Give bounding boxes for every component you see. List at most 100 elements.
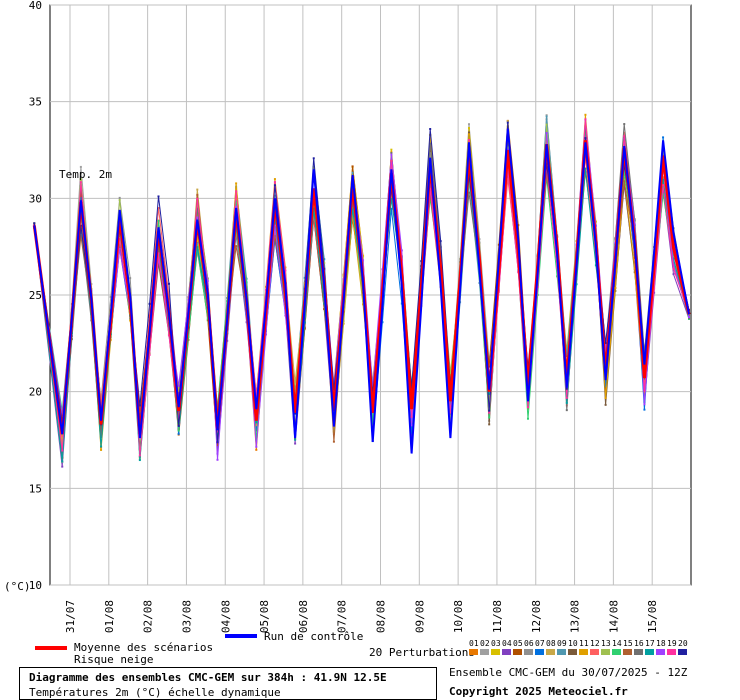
perturbation-point <box>545 114 548 117</box>
perturbation-number: 07 <box>535 639 545 648</box>
y-tick-label: 20 <box>29 386 42 399</box>
perturbation-point <box>196 242 199 245</box>
perturbation-point <box>362 300 365 303</box>
perturbation-point <box>390 159 393 162</box>
perturbation-point <box>488 365 491 368</box>
perturbation-point <box>362 259 365 262</box>
perturbation-point <box>294 442 297 445</box>
perturbation-point <box>584 167 587 170</box>
perturbation-point <box>604 403 607 406</box>
perturbation-point <box>157 248 160 251</box>
perturbation-swatch <box>502 649 511 655</box>
perturbation-point <box>351 171 354 174</box>
perturbation-point <box>604 342 607 345</box>
perturbation-point <box>273 181 276 184</box>
x-axis-labels: 31/07 01/08 02/08 03/08 04/08 05/08 06/08 07/08… <box>64 600 659 633</box>
control-line <box>33 128 690 454</box>
perturbation-point <box>273 231 276 234</box>
perturbation-point <box>235 200 238 203</box>
perturbation-point <box>643 389 646 392</box>
perturbation-point <box>467 191 470 194</box>
perturbation-point <box>294 438 297 441</box>
perturbation-point <box>565 401 568 404</box>
perturbation-swatch <box>491 649 500 655</box>
perturbation-point <box>371 422 374 425</box>
perturbation-point <box>488 409 491 412</box>
perturbation-point <box>294 412 297 415</box>
perturbation-point <box>614 286 617 289</box>
perturbation-number: 15 <box>623 639 633 648</box>
perturbation-point <box>526 407 529 410</box>
perturbation-point <box>303 321 306 324</box>
grid <box>49 4 692 586</box>
perturbation-point <box>167 295 170 298</box>
perturbation-point <box>196 197 199 200</box>
y-unit-label: (°C) <box>4 580 31 593</box>
x-tick-label: 10/08 <box>452 600 465 633</box>
perturbation-number: 12 <box>590 639 600 648</box>
perturbation-point <box>100 436 103 439</box>
perturbation-point <box>623 180 626 183</box>
perturbation-point <box>506 121 509 124</box>
perturbation-point <box>255 395 258 398</box>
perturbation-number: 10 <box>568 639 578 648</box>
perturbation-point <box>284 269 287 272</box>
perturbation-point <box>118 247 121 250</box>
perturbation-number: 09 <box>557 639 567 648</box>
perturbation-point <box>623 135 626 138</box>
perturbation-point <box>61 460 64 463</box>
perturbation-point <box>536 285 539 288</box>
perturbation-point <box>273 234 276 237</box>
perturbation-point <box>594 264 597 267</box>
perturbation-point <box>478 241 481 244</box>
y-tick-label: 10 <box>29 579 42 592</box>
x-tick-label: 13/08 <box>569 600 582 633</box>
perturbation-point <box>216 441 219 444</box>
title-box: Diagramme des ensembles CMC-GEM sur 384h… <box>19 667 437 700</box>
perturbation-point <box>284 314 287 317</box>
perturbation-point <box>138 459 141 462</box>
perturbation-point <box>517 271 520 274</box>
perturbation-point <box>410 431 413 434</box>
perturbation-swatch <box>480 649 489 655</box>
x-tick-label: 15/08 <box>646 600 659 633</box>
perturbation-point <box>61 465 64 468</box>
perturbation-point <box>138 409 141 412</box>
perturbation-point <box>61 434 64 437</box>
perturbation-point <box>157 219 160 222</box>
perturbation-point <box>467 131 470 134</box>
perturbation-point <box>449 413 452 416</box>
perturbation-point <box>294 381 297 384</box>
perturbation-point <box>506 146 509 149</box>
perturbation-point <box>177 429 180 432</box>
perturbation-point <box>545 123 548 126</box>
perturbation-point <box>633 223 636 226</box>
perturbation-point <box>381 321 384 324</box>
perturbation-point <box>216 430 219 433</box>
perturbation-point <box>167 282 170 285</box>
perturbation-point <box>390 197 393 200</box>
perturbation-point <box>604 385 607 388</box>
perturbation-point <box>662 184 665 187</box>
perturbation-swatch <box>656 649 665 655</box>
perturbation-point <box>429 128 432 131</box>
perturbation-swatch <box>634 649 643 655</box>
perturbation-point <box>672 263 675 266</box>
y-axis-labels: 10 15 20 25 30 35 40 <box>29 0 42 592</box>
perturbation-point <box>273 178 276 181</box>
x-tick-label: 05/08 <box>258 600 271 633</box>
perturbation-point <box>245 281 248 284</box>
perturbation-point <box>138 404 141 407</box>
perturbation-swatch <box>623 649 632 655</box>
perturbation-point <box>653 287 656 290</box>
perturbation-point <box>312 166 315 169</box>
perturbation-point <box>565 387 568 390</box>
x-tick-label: 04/08 <box>219 600 232 633</box>
perturbation-point <box>371 386 374 389</box>
perturbation-point <box>226 339 229 342</box>
perturbation-point <box>672 257 675 260</box>
perturbation-point <box>196 216 199 219</box>
perturbation-point <box>362 255 365 258</box>
perturbation-point <box>196 188 199 191</box>
